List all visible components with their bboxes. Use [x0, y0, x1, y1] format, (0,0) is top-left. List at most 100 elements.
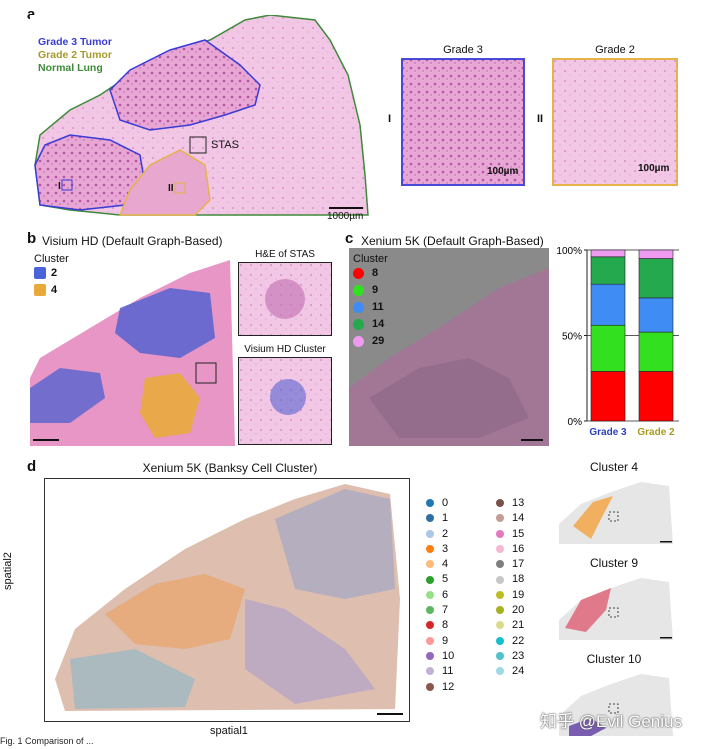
banksy-legend-item: 16	[496, 542, 524, 557]
banksy-legend-item: 10	[426, 649, 454, 664]
watermark: 知乎 @Evil Genius	[540, 712, 682, 731]
panel-b-legend-title: Cluster	[34, 253, 69, 265]
banksy-legend-item: 18	[496, 572, 524, 587]
swatch	[353, 267, 364, 279]
cluster-dot	[496, 606, 504, 615]
banksy-legend-item: 20	[496, 603, 524, 618]
cluster-label: 5	[442, 573, 449, 586]
banksy-legend-item: 12	[426, 680, 454, 695]
banksy-legend-item: 1	[426, 511, 454, 526]
cluster-dot	[426, 621, 434, 630]
legend-label: 11	[372, 301, 384, 313]
inset-grade2-image	[552, 58, 678, 186]
panel-b-scale-bar	[33, 439, 59, 441]
legend-label: 8	[372, 267, 379, 279]
panel-c-letter: c	[345, 230, 354, 247]
cluster-dot	[426, 636, 434, 645]
cluster-label: 22	[512, 634, 525, 647]
y-tick-label: 100%	[556, 246, 582, 257]
panel-d-title: Xenium 5K (Banksy Cell Cluster)	[142, 461, 318, 475]
legend-label: 4	[51, 284, 58, 296]
panel-d-xlabel: spatial1	[210, 725, 248, 737]
cluster-label: 11	[442, 665, 454, 678]
banksy-legend-item: 0	[426, 496, 454, 511]
panel-c-title: Xenium 5K (Default Graph-Based)	[361, 234, 544, 248]
stacked-bar-chart: 0% 50% 100% Grade 3 Grade 2	[556, 246, 679, 438]
bar-segment-9	[638, 331, 674, 372]
legend-grade2: Grade 2 Tumor	[38, 49, 112, 61]
banksy-legend-item: 8	[426, 618, 454, 633]
cluster-dot	[426, 575, 434, 584]
bar-segment-8	[590, 371, 626, 422]
swatch	[353, 335, 364, 347]
cluster-dot	[496, 499, 504, 508]
cluster-dot	[496, 560, 504, 569]
cluster-dot	[426, 560, 434, 569]
panel-b-inset-bottom	[238, 357, 332, 445]
legend-label: 29	[372, 335, 385, 347]
bar-segment-29	[638, 249, 674, 259]
banksy-legend-item: 14	[496, 511, 524, 526]
panel-d-ylabel: spatial2	[2, 552, 14, 590]
roi-label-i: I	[58, 181, 61, 192]
legend-grade3: Grade 3 Tumor	[38, 36, 112, 48]
swatch	[353, 284, 364, 296]
bar-segment-11	[638, 297, 674, 333]
banksy-legend-col2: 13 14 15 16 17 18 19 20 21 22 23 24	[496, 496, 524, 680]
panel-c-legend-item: 11	[353, 299, 388, 316]
panel-b-title: Visium HD (Default Graph-Based)	[42, 234, 223, 248]
banksy-legend-item: 13	[496, 496, 524, 511]
panel-c-legend-title: Cluster	[353, 253, 388, 265]
cluster-dot	[426, 682, 434, 691]
cluster-label: 6	[442, 588, 449, 601]
cluster-label: 21	[512, 619, 525, 632]
inset-grade3-title: Grade 3	[443, 44, 483, 56]
inset-grade2-title: Grade 2	[595, 44, 635, 56]
banksy-legend-item: 7	[426, 603, 454, 618]
panel-c-scale-bar	[521, 439, 543, 441]
cluster10-plot	[559, 674, 673, 736]
banksy-legend-item: 3	[426, 542, 454, 557]
panel-c-legend-item: 29	[353, 333, 388, 350]
banksy-legend-item: 2	[426, 527, 454, 542]
banksy-legend-item: 23	[496, 649, 524, 664]
inset-grade3-image	[401, 58, 525, 186]
banksy-legend-item: 24	[496, 664, 524, 679]
roi-label-ii: II	[168, 183, 174, 194]
cluster-dot	[496, 590, 504, 599]
banksy-legend-item: 11	[426, 664, 454, 679]
cluster-label: 9	[442, 634, 449, 647]
cluster-label: 24	[512, 665, 525, 678]
panel-b-letter: b	[27, 230, 37, 247]
panel-c-legend-item: 9	[353, 282, 388, 299]
banksy-legend-col1: 0 1 2 3 4 5 6 7 8 9 10 11 12	[426, 496, 454, 695]
panel-c-legend-item: 8	[353, 265, 388, 282]
cluster-dot	[496, 514, 504, 523]
panel-c-legend: Cluster 8 9 11 14 29	[353, 253, 388, 350]
legend-normal-lung: Normal Lung	[38, 62, 103, 74]
swatch	[353, 301, 364, 313]
cluster10-title: Cluster 10	[586, 652, 642, 666]
cluster-dot	[496, 652, 504, 661]
banksy-legend-item: 9	[426, 634, 454, 649]
cluster-label: 17	[512, 558, 525, 571]
y-tick-label: 50%	[562, 332, 582, 343]
inset-grade3-scale: 100µm	[487, 166, 519, 177]
banksy-legend-item: 19	[496, 588, 524, 603]
cluster-label: 1	[442, 512, 449, 525]
inset-grade3-roman: I	[388, 113, 392, 125]
legend-label: 2	[51, 267, 58, 279]
bar-segment-29	[590, 249, 626, 258]
cluster-label: 0	[442, 497, 449, 509]
cluster4-plot	[559, 482, 673, 544]
cluster-label: 2	[442, 527, 449, 540]
cluster-label: 14	[512, 512, 525, 525]
banksy-legend-item: 21	[496, 618, 524, 633]
cluster-dot	[426, 652, 434, 661]
cluster-dot	[496, 621, 504, 630]
cluster-dot	[496, 544, 504, 553]
legend-label: 9	[372, 284, 379, 296]
cluster-dot	[426, 514, 434, 523]
panel-b-inset-bottom-title: Visium HD Cluster	[244, 344, 326, 355]
cluster-label: 10	[442, 649, 455, 662]
